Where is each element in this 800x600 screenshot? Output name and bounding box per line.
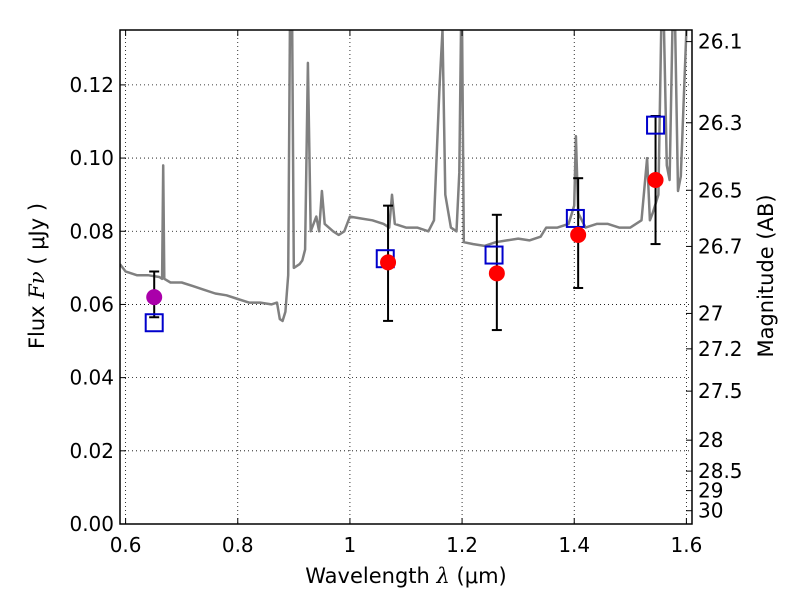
spectrum-line <box>120 30 688 323</box>
x-tick-label: 1.2 <box>446 533 478 557</box>
observed-point <box>488 265 505 282</box>
y2-tick-label: 27.5 <box>698 379 743 403</box>
observed-points <box>146 172 664 306</box>
model-square-marker <box>646 115 666 135</box>
y-tick-label: 0.04 <box>69 366 114 390</box>
model-spectrum <box>120 30 688 323</box>
model-square-marker <box>565 208 585 228</box>
observed-point <box>380 254 397 271</box>
y2-tick-label: 27 <box>698 301 723 325</box>
y2-axis-label: Magnitude (AB) <box>754 194 778 357</box>
observed-point <box>146 289 163 306</box>
y-tick-label: 0.02 <box>69 439 114 463</box>
y-tick-label: 0.06 <box>69 292 114 316</box>
y-axis-label: Flux Fν ( μJy ) <box>25 203 49 349</box>
x-tick-label: 1 <box>344 533 357 557</box>
plot-frame <box>119 29 693 525</box>
model-square-marker <box>484 245 504 265</box>
x-tick-label: 0.8 <box>222 533 254 557</box>
y2-tick-label: 27.2 <box>698 337 743 361</box>
model-square-marker <box>144 313 164 333</box>
axis-ticks: 0.6 0.8 1 1.2 1.4 1.6 0.00 0.02 0.04 0.06 0.08 0.10… <box>69 30 742 557</box>
y2-tick-label: 26.5 <box>698 178 743 202</box>
x-tick-label: 0.6 <box>110 533 142 557</box>
y2-tick-label: 26.3 <box>698 111 743 135</box>
y-tick-label: 0.12 <box>69 73 114 97</box>
y-tick-label: 0.10 <box>69 146 114 170</box>
y-tick-label: 0.00 <box>69 512 114 536</box>
y-tick-label: 0.08 <box>69 219 114 243</box>
observed-point <box>570 226 587 243</box>
y2-tick-label: 30 <box>698 499 723 523</box>
y2-tick-label: 26.1 <box>698 30 743 54</box>
y2-tick-label: 26.7 <box>698 234 743 258</box>
grid-lines <box>120 30 692 524</box>
model-points <box>144 115 666 333</box>
observed-point <box>647 172 664 189</box>
y2-tick-label: 28 <box>698 428 723 452</box>
x-tick-label: 1.6 <box>670 533 702 557</box>
y2-tick-label: 29 <box>698 479 723 503</box>
y2-tick-label: 28.5 <box>698 459 743 483</box>
x-tick-label: 1.4 <box>558 533 590 557</box>
x-axis-label: Wavelength λ (μm) <box>305 564 506 588</box>
